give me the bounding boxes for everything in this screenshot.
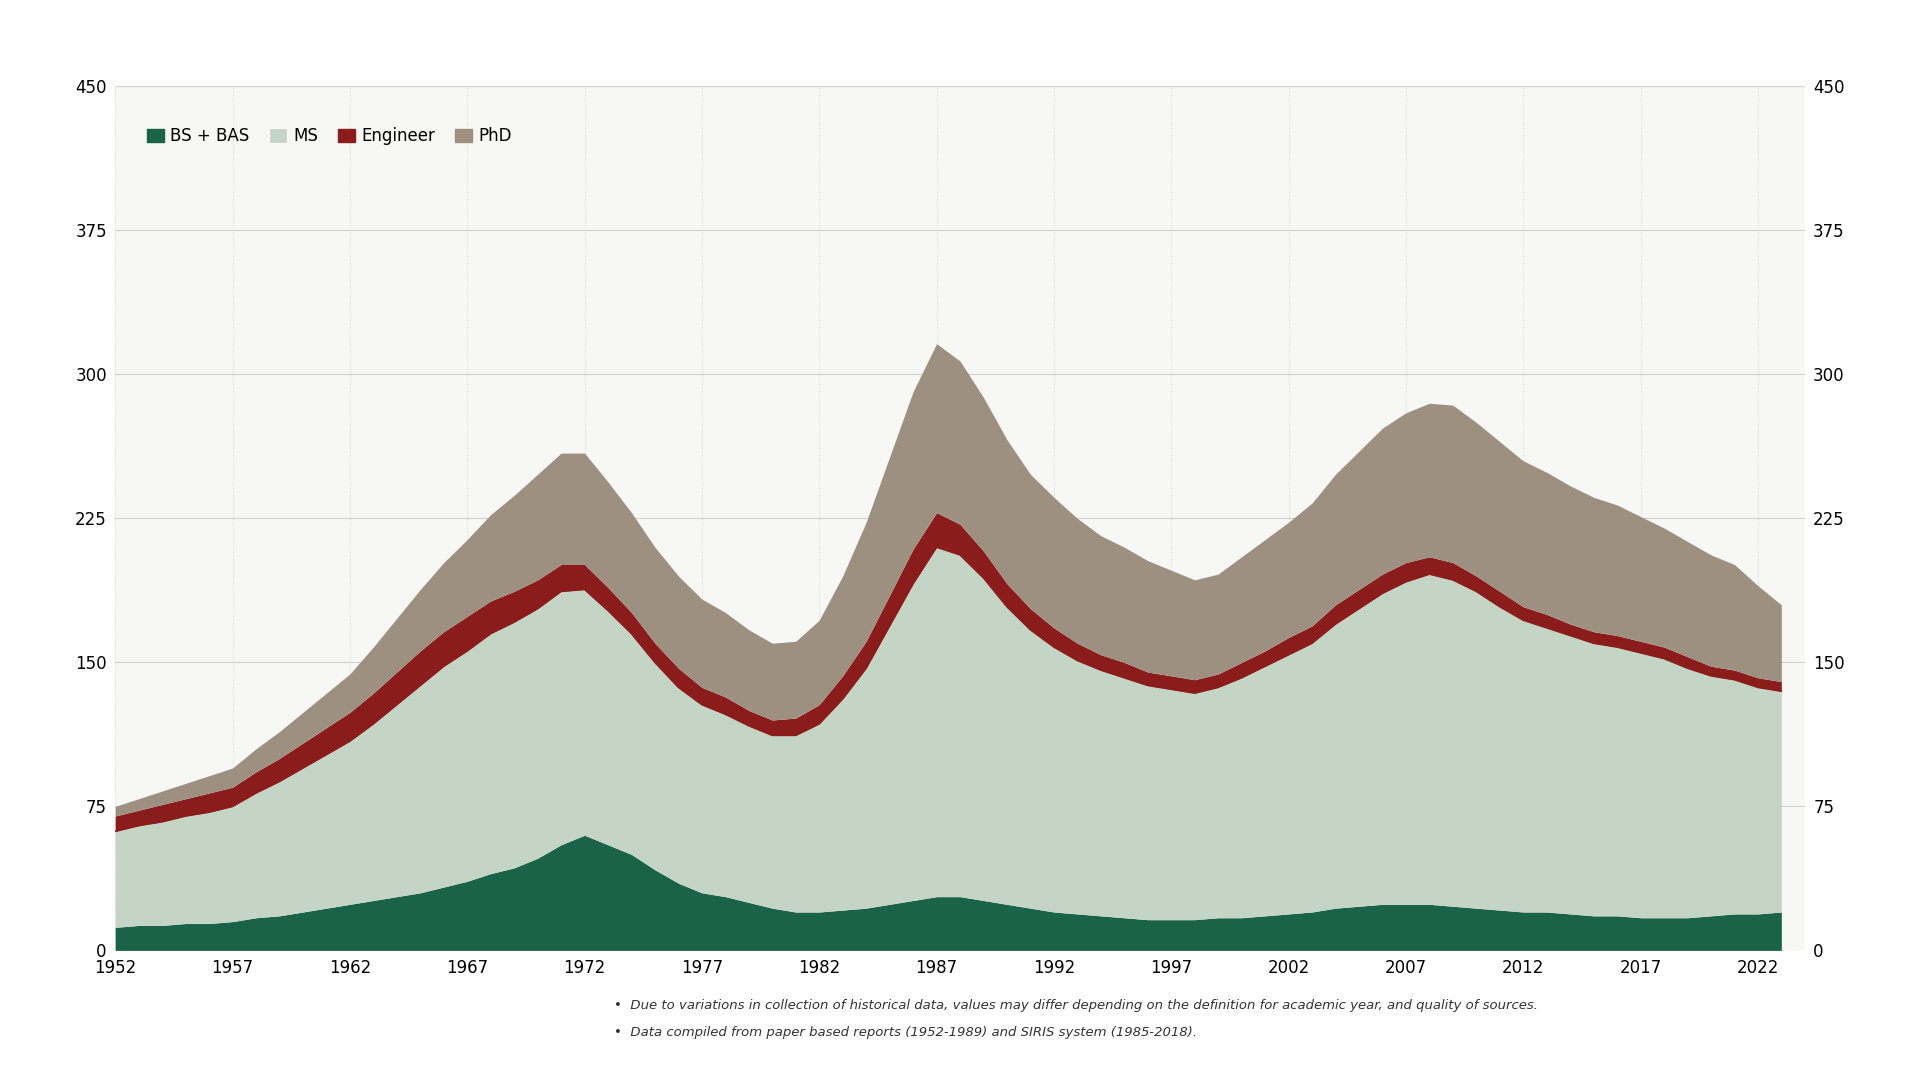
Text: •  Due to variations in collection of historical data, values may differ dependi: • Due to variations in collection of his…: [614, 999, 1538, 1012]
Text: •  Data compiled from paper based reports (1952-1989) and SIRIS system (1985-201: • Data compiled from paper based reports…: [614, 1026, 1198, 1039]
Legend: BS + BAS, MS, Engineer, PhD: BS + BAS, MS, Engineer, PhD: [140, 121, 518, 152]
